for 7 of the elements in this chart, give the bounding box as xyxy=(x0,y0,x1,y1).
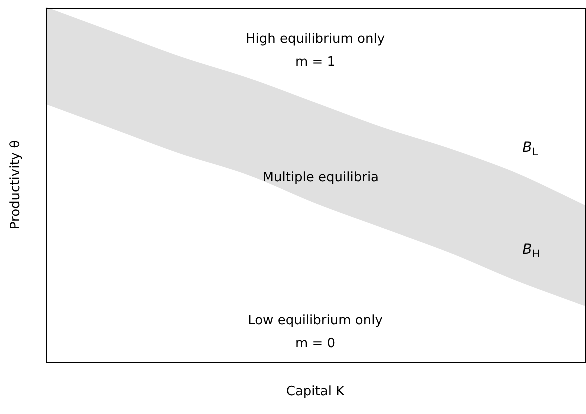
annotation: High equilibrium only xyxy=(246,32,386,48)
x-axis-title: Capital K xyxy=(286,384,346,400)
annotation: Low equilibrium only xyxy=(248,314,384,329)
y-axis-title: Productivity θ xyxy=(8,140,24,230)
annotation: m = 1 xyxy=(295,55,336,70)
annotation: m = 0 xyxy=(295,336,336,352)
annotation: Multiple equilibria xyxy=(262,170,380,186)
